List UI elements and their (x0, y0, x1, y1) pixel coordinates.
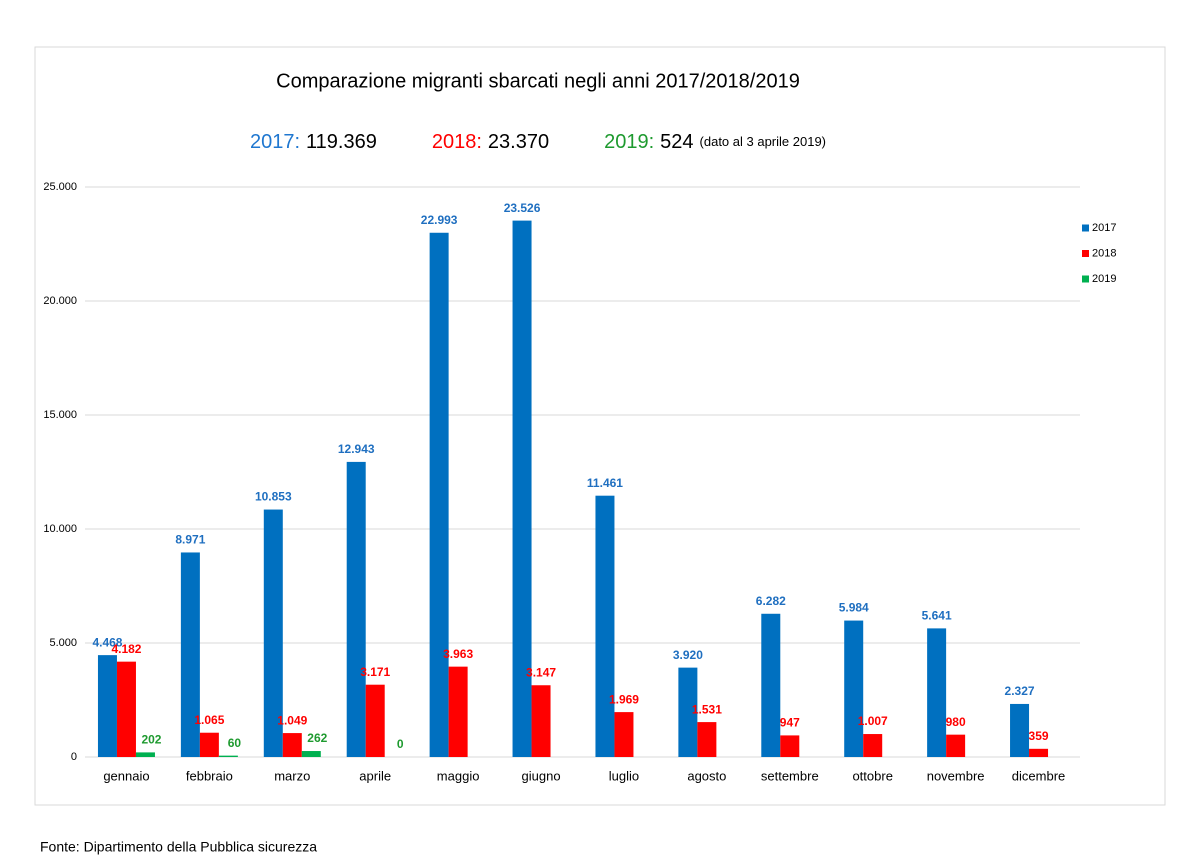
x-tick-label: marzo (274, 768, 310, 783)
data-label: 0 (397, 737, 404, 751)
data-label: 11.461 (587, 476, 623, 490)
data-label: 3.147 (526, 665, 556, 679)
data-label: 3.920 (673, 648, 703, 662)
bar (429, 232, 449, 758)
legend-swatch (1082, 224, 1089, 232)
x-tick-label: aprile (359, 768, 391, 783)
legend-label: 2019 (1092, 273, 1116, 285)
data-label: 5.641 (922, 609, 952, 623)
data-label: 23.526 (504, 201, 541, 215)
subtitle-note: (dato al 3 aprile 2019) (700, 134, 826, 149)
legend-label: 2017 (1092, 222, 1116, 234)
subtitle-total: 23.370 (488, 131, 549, 153)
bar (97, 655, 117, 757)
x-tick-label: settembre (761, 768, 819, 783)
subtitle-total: 524 (660, 131, 693, 153)
data-label: 980 (946, 715, 966, 729)
bar (531, 685, 551, 757)
y-tick-label: 15.000 (43, 409, 77, 421)
y-tick-label: 25.000 (43, 181, 77, 193)
y-tick-label: 0 (71, 751, 77, 763)
bar (1010, 703, 1030, 757)
x-tick-label: agosto (687, 768, 726, 783)
data-label: 262 (307, 731, 327, 745)
x-tick-label: gennaio (103, 768, 149, 783)
data-label: 22.993 (421, 213, 458, 227)
data-label: 202 (141, 733, 161, 747)
bar (697, 722, 717, 757)
data-label: 4.468 (92, 635, 122, 649)
data-label: 359 (1029, 729, 1049, 743)
data-label: 1.531 (692, 702, 722, 716)
data-label: 4.182 (111, 642, 141, 656)
data-label: 6.282 (756, 594, 786, 608)
y-tick-label: 5.000 (49, 637, 77, 649)
bar (946, 734, 966, 757)
bar (365, 684, 385, 757)
x-tick-label: dicembre (1012, 768, 1065, 783)
x-tick-label: giugno (522, 768, 561, 783)
bar (927, 628, 947, 757)
data-label: 12.943 (338, 442, 375, 456)
data-label: 10.853 (255, 490, 292, 504)
x-tick-label: novembre (927, 768, 985, 783)
subtitle-year: 2019: (604, 131, 654, 153)
subtitle-year: 2018: (432, 131, 482, 153)
bar (614, 712, 634, 757)
data-label: 1.065 (194, 713, 224, 727)
data-label: 3.963 (443, 647, 473, 661)
x-tick-label: febbraio (186, 768, 233, 783)
legend-swatch (1082, 250, 1089, 257)
subtitle-year: 2017: (250, 131, 300, 153)
y-tick-label: 20.000 (43, 295, 77, 307)
data-label: 947 (780, 716, 800, 730)
bar (863, 734, 883, 757)
subtitle-total: 119.369 (306, 131, 377, 153)
chart-subtitle: 2017: 119.369 2018: 23.370 2019: 524 (dato al … (250, 131, 826, 153)
bar (199, 732, 219, 757)
source-note: Fonte: Dipartimento della Pubblica sicur… (40, 839, 317, 855)
data-label: 1.969 (609, 692, 639, 706)
bar (135, 752, 155, 757)
data-label: 8.971 (175, 533, 205, 547)
bar (595, 495, 615, 757)
bar (761, 613, 781, 757)
data-label: 1.007 (858, 714, 888, 728)
bar (448, 666, 468, 757)
bar (780, 735, 800, 757)
bar (116, 661, 136, 757)
bar (1029, 748, 1049, 757)
legend-label: 2018 (1092, 247, 1116, 259)
bar (346, 461, 366, 757)
bar (844, 620, 864, 757)
bar (263, 509, 283, 757)
bar (282, 733, 302, 757)
bar (512, 220, 532, 758)
y-tick-label: 10.000 (43, 523, 77, 535)
x-tick-label: ottobre (852, 768, 892, 783)
data-label: 3.171 (360, 665, 390, 679)
bar (678, 667, 698, 757)
bar (180, 552, 200, 757)
bar (218, 755, 238, 757)
legend-swatch (1082, 275, 1089, 283)
x-tick-label: luglio (609, 768, 639, 783)
data-label: 1.049 (277, 713, 307, 727)
data-label: 5.984 (839, 601, 869, 615)
chart-title: Comparazione migranti sbarcati negli ann… (276, 70, 800, 92)
bar (301, 751, 321, 757)
x-tick-label: maggio (437, 768, 480, 783)
data-label: 60 (228, 736, 242, 750)
data-label: 2.327 (1005, 684, 1035, 698)
